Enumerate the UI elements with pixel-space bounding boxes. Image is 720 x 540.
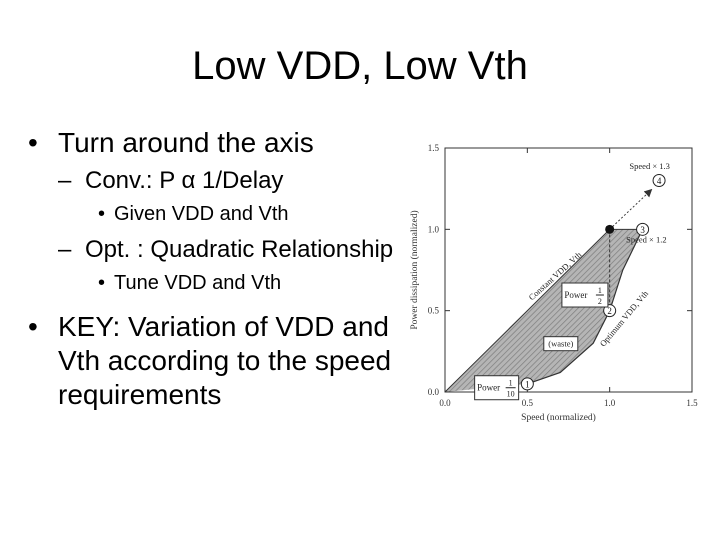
x-tick-label: 0.5 bbox=[522, 398, 534, 408]
shaded-region bbox=[445, 229, 643, 392]
sub-sub-bullet-item: • Given VDD and Vth bbox=[28, 201, 403, 227]
waste-label: (waste) bbox=[548, 339, 573, 349]
power-tenth-denominator: 10 bbox=[507, 390, 515, 399]
series-line-optimum bbox=[527, 229, 644, 385]
x-tick-label: 1.0 bbox=[604, 398, 616, 408]
power-speed-chart: 0.0 0.5 1.0 1.5 0.0 0.5 1.0 1.5 Speed (normalize… bbox=[409, 143, 698, 423]
speed-12-annotation: Speed × 1.2 bbox=[626, 234, 666, 244]
plot-frame bbox=[444, 147, 693, 393]
y-axis-label: Power dissipation (normalized) bbox=[409, 210, 420, 329]
bullet-marker: • bbox=[28, 311, 38, 342]
y-tick-label: 1.5 bbox=[428, 143, 440, 153]
x-tick-label: 0.0 bbox=[439, 398, 451, 408]
bullet-list: • Turn around the axis – Conv.: P α 1/Dela… bbox=[28, 126, 403, 418]
bullet-text: Turn around the axis bbox=[58, 127, 314, 158]
data-point-marker bbox=[636, 222, 650, 236]
bullet-text: KEY: Variation of VDD and Vth according … bbox=[58, 311, 392, 410]
bullet-marker: • bbox=[98, 203, 106, 225]
bullet-marker: • bbox=[98, 272, 106, 294]
bullet-item: • KEY: Variation of VDD and Vth according… bbox=[28, 310, 403, 412]
data-point-label: 3 bbox=[640, 225, 645, 235]
sub-bullet-text: Opt. : Quadratic Relationship bbox=[85, 236, 394, 263]
power-half-denominator: 2 bbox=[598, 297, 602, 306]
bullet-item: • Turn around the axis bbox=[28, 126, 403, 160]
power-tenth-numerator: 1 bbox=[509, 379, 513, 388]
dash-marker: – bbox=[58, 236, 72, 263]
series-line-constant bbox=[444, 228, 611, 393]
bullet-marker: • bbox=[28, 127, 38, 158]
sub-bullet-item: – Opt. : Quadratic Relationship bbox=[28, 235, 403, 264]
reference-point bbox=[605, 224, 615, 234]
data-point-marker bbox=[652, 174, 666, 188]
data-point-label: 4 bbox=[657, 176, 662, 186]
data-point-label: 1 bbox=[525, 379, 530, 389]
sub-bullet-text: Conv.: P α 1/Delay bbox=[85, 167, 284, 194]
x-axis-label: Speed (normalized) bbox=[521, 412, 596, 423]
sub-sub-bullet-text: Tune VDD and Vth bbox=[114, 272, 282, 294]
data-point-label: 2 bbox=[607, 306, 612, 316]
power-half-numerator: 1 bbox=[598, 286, 602, 295]
power-tenth-label: Power bbox=[477, 383, 500, 393]
sub-sub-bullet-item: • Tune VDD and Vth bbox=[28, 270, 403, 296]
y-tick-label: 1.0 bbox=[428, 224, 440, 234]
speed-13-annotation: Speed × 1.3 bbox=[629, 161, 669, 171]
slide-title: Low VDD, Low Vth bbox=[192, 44, 528, 88]
dash-marker: – bbox=[58, 167, 72, 194]
waste-box bbox=[543, 336, 579, 352]
sub-sub-bullet-text: Given VDD and Vth bbox=[114, 203, 289, 225]
y-tick-label: 0.0 bbox=[428, 387, 440, 397]
speed-arrow-dashed bbox=[609, 188, 653, 230]
y-tick-label: 0.5 bbox=[428, 306, 440, 316]
data-point-marker bbox=[603, 304, 617, 318]
sub-bullet-item: – Conv.: P α 1/Delay bbox=[28, 166, 403, 195]
data-point-marker bbox=[520, 377, 534, 391]
power-half-label: Power bbox=[564, 290, 587, 300]
x-tick-label: 1.5 bbox=[686, 398, 698, 408]
